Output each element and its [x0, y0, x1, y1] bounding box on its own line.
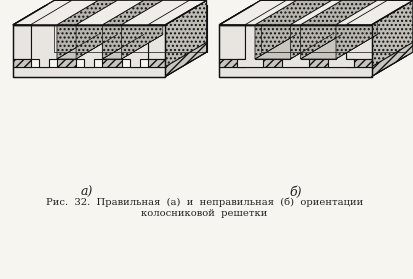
Polygon shape [255, 35, 332, 59]
Polygon shape [290, 0, 342, 25]
Polygon shape [336, 0, 377, 59]
Polygon shape [219, 0, 286, 25]
Polygon shape [57, 35, 117, 59]
Polygon shape [255, 0, 332, 25]
Polygon shape [31, 0, 98, 25]
Polygon shape [13, 0, 72, 25]
Text: а): а) [81, 186, 93, 199]
Polygon shape [301, 0, 342, 59]
Polygon shape [31, 25, 57, 67]
Polygon shape [372, 0, 413, 76]
Polygon shape [76, 0, 144, 25]
Polygon shape [255, 0, 332, 25]
Polygon shape [102, 25, 121, 59]
Polygon shape [148, 25, 165, 59]
Polygon shape [328, 25, 354, 67]
Polygon shape [57, 0, 98, 59]
Polygon shape [76, 0, 144, 25]
Polygon shape [346, 59, 372, 67]
Polygon shape [57, 59, 76, 67]
Polygon shape [255, 59, 290, 67]
Polygon shape [282, 25, 309, 67]
Polygon shape [76, 25, 102, 67]
Polygon shape [148, 59, 165, 67]
Polygon shape [245, 0, 296, 25]
Polygon shape [255, 25, 290, 59]
Polygon shape [165, 42, 206, 76]
Polygon shape [245, 0, 296, 25]
Polygon shape [102, 0, 144, 59]
Polygon shape [336, 0, 387, 25]
Polygon shape [121, 0, 163, 59]
Polygon shape [346, 25, 372, 59]
Polygon shape [13, 67, 165, 76]
Polygon shape [13, 0, 206, 25]
Polygon shape [219, 59, 245, 67]
Polygon shape [148, 0, 206, 25]
Polygon shape [301, 0, 377, 25]
Polygon shape [57, 0, 117, 25]
Polygon shape [301, 59, 336, 67]
Polygon shape [102, 35, 163, 59]
Polygon shape [219, 0, 413, 25]
Polygon shape [219, 25, 245, 59]
Polygon shape [301, 35, 377, 59]
Polygon shape [57, 25, 76, 59]
Polygon shape [165, 0, 206, 76]
Polygon shape [290, 0, 342, 25]
Polygon shape [301, 25, 336, 59]
Polygon shape [57, 0, 117, 25]
Polygon shape [76, 0, 117, 59]
Polygon shape [237, 25, 263, 67]
Text: б): б) [290, 186, 302, 199]
Polygon shape [121, 0, 189, 25]
Text: колосниковой  решетки: колосниковой решетки [142, 209, 268, 218]
Polygon shape [255, 0, 296, 59]
Polygon shape [301, 0, 377, 25]
Polygon shape [13, 59, 31, 67]
Polygon shape [121, 0, 189, 25]
Polygon shape [372, 42, 413, 76]
Polygon shape [121, 25, 148, 67]
Polygon shape [346, 0, 413, 25]
Polygon shape [336, 0, 387, 25]
Polygon shape [219, 0, 413, 25]
Polygon shape [13, 25, 31, 59]
Polygon shape [219, 67, 372, 76]
Text: Рис.  32.  Правильная  (а)  и  неправильная  (б)  ориентации: Рис. 32. Правильная (а) и неправильная (… [46, 198, 363, 207]
Polygon shape [290, 0, 332, 59]
Polygon shape [102, 59, 121, 67]
Polygon shape [102, 0, 163, 25]
Polygon shape [102, 0, 163, 25]
Polygon shape [13, 0, 206, 25]
Polygon shape [31, 0, 98, 25]
